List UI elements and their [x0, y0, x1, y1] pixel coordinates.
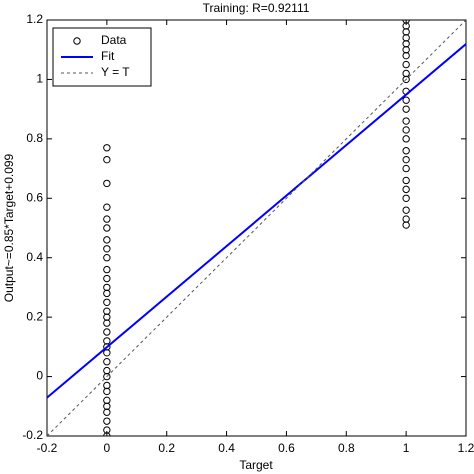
- data-point: [103, 224, 111, 232]
- data-point: [402, 164, 410, 173]
- x-tick-label: 0.2: [158, 441, 175, 455]
- data-point: [402, 194, 410, 202]
- data-point: [402, 215, 410, 223]
- data-point: [402, 176, 410, 185]
- x-tick-label: 0: [104, 441, 111, 455]
- data-point: [402, 20, 410, 24]
- plot-marks: [47, 20, 466, 436]
- data-point: [103, 298, 111, 306]
- data-point: [402, 96, 410, 104]
- data-point: [103, 155, 111, 164]
- x-tick-label: 0.6: [278, 441, 295, 455]
- data-point: [402, 60, 410, 69]
- data-point: [103, 358, 111, 366]
- data-point: [103, 203, 111, 211]
- data-point: [103, 215, 111, 223]
- legend-label: Y = T: [101, 65, 130, 79]
- data-point: [402, 185, 410, 194]
- data-point: [103, 144, 111, 152]
- data-point: [103, 265, 111, 274]
- y-tick-label: 1.2: [26, 12, 43, 26]
- legend-marker: [73, 37, 81, 45]
- data-point: [103, 283, 111, 292]
- y-tick-label: 0.2: [26, 309, 43, 323]
- x-tick-label: -0.2: [37, 441, 58, 455]
- x-tick-label: 1.2: [458, 441, 474, 455]
- legend-label: Fit: [101, 49, 115, 63]
- data-point: [103, 307, 111, 315]
- y-tick-label: 1: [36, 72, 43, 86]
- data-point: [402, 147, 410, 155]
- data-point: [103, 179, 111, 188]
- data-point: [103, 337, 111, 345]
- x-axis-label: Target: [239, 458, 273, 472]
- x-tick-label: 0.4: [218, 441, 235, 455]
- chart-title: Training: R=0.92111: [203, 1, 310, 15]
- data-point: [103, 236, 111, 244]
- data-point: [402, 117, 410, 125]
- data-point: [103, 381, 111, 390]
- data-point: [103, 328, 111, 336]
- y-tick-label: 0.4: [26, 250, 43, 264]
- data-point: [402, 69, 410, 78]
- data-point: [103, 245, 111, 253]
- y-axis-label: Output~=0.85*Target+0.099: [2, 153, 16, 302]
- data-point: [402, 206, 410, 214]
- line: [47, 43, 466, 399]
- data-point: [402, 105, 410, 113]
- y-tick-label: 0.6: [26, 190, 43, 204]
- x-tick-label: 0.8: [338, 441, 355, 455]
- y-tick-label: 0.8: [26, 131, 43, 145]
- data-point: [103, 396, 111, 405]
- data-point: [402, 135, 410, 143]
- data-point: [103, 254, 111, 262]
- data-point: [103, 274, 111, 283]
- data-point: [403, 20, 409, 21]
- y-tick-label: 0: [36, 369, 43, 383]
- legend-label: Data: [101, 33, 127, 47]
- data-point: [103, 366, 111, 375]
- x-tick-label: 1: [403, 441, 410, 455]
- data-point: [402, 155, 410, 164]
- data-point: [402, 126, 410, 134]
- line: [47, 20, 466, 436]
- data-point: [103, 417, 111, 425]
- data-point: [103, 426, 111, 434]
- y-tick-label: -0.2: [22, 428, 43, 442]
